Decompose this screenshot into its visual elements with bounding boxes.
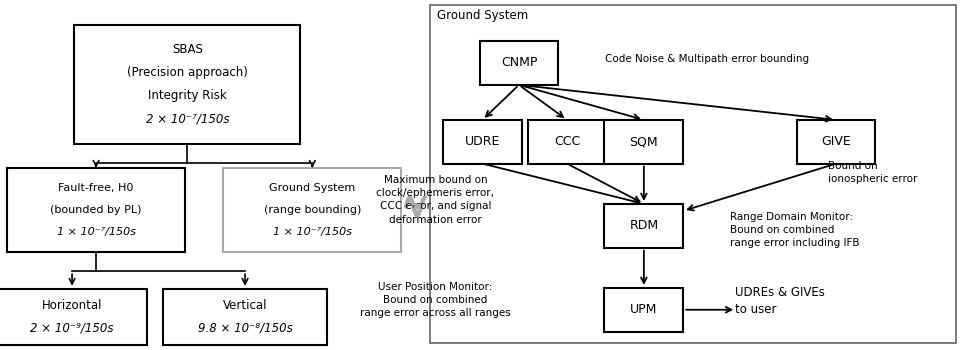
Text: SQM: SQM [629,135,658,148]
Text: Ground System: Ground System [269,183,356,193]
Text: (Precision approach): (Precision approach) [127,66,248,79]
Text: GIVE: GIVE [822,135,850,148]
Text: Integrity Risk: Integrity Risk [148,89,227,102]
Text: Code Noise & Multipath error bounding: Code Noise & Multipath error bounding [605,55,809,64]
Text: Bound on
ionospheric error: Bound on ionospheric error [828,161,918,184]
Text: CCC: CCC [554,135,580,148]
Text: 9.8 × 10⁻⁸/150s: 9.8 × 10⁻⁸/150s [198,321,292,334]
FancyBboxPatch shape [75,25,301,144]
FancyBboxPatch shape [797,120,875,164]
Text: 2 × 10⁻⁷/150s: 2 × 10⁻⁷/150s [146,112,229,125]
Text: UDRE: UDRE [465,135,500,148]
FancyBboxPatch shape [604,120,683,164]
Text: Range Domain Monitor:
Bound on combined
range error including IFB: Range Domain Monitor: Bound on combined … [730,212,860,248]
Text: 1 × 10⁻⁷/150s: 1 × 10⁻⁷/150s [57,227,136,237]
FancyBboxPatch shape [430,5,956,343]
Text: Maximum bound on
clock/ephemeris error,
CCC error, and signal
deformation error: Maximum bound on clock/ephemeris error, … [377,175,494,225]
Text: Ground System: Ground System [437,9,529,22]
FancyBboxPatch shape [8,168,185,252]
Text: Vertical: Vertical [223,299,267,312]
Text: CNMP: CNMP [501,56,537,70]
FancyBboxPatch shape [0,289,147,345]
FancyBboxPatch shape [224,168,402,252]
Text: User Position Monitor:
Bound on combined
range error across all ranges: User Position Monitor: Bound on combined… [360,282,510,318]
Text: (bounded by PL): (bounded by PL) [50,205,142,215]
FancyBboxPatch shape [480,41,558,85]
Text: Horizontal: Horizontal [42,299,102,312]
Text: 2 × 10⁻⁹/150s: 2 × 10⁻⁹/150s [31,321,113,334]
FancyBboxPatch shape [163,289,327,345]
FancyBboxPatch shape [443,120,522,164]
FancyBboxPatch shape [604,288,683,332]
Text: 1 × 10⁻⁷/150s: 1 × 10⁻⁷/150s [273,227,352,237]
FancyBboxPatch shape [604,204,683,248]
Text: SBAS: SBAS [172,43,203,56]
Text: (range bounding): (range bounding) [263,205,361,215]
Text: Fault-free, H0: Fault-free, H0 [59,183,134,193]
Text: UDREs & GIVEs
to user: UDREs & GIVEs to user [735,286,825,316]
FancyBboxPatch shape [528,120,606,164]
Text: RDM: RDM [629,219,658,232]
Text: UPM: UPM [630,303,657,316]
